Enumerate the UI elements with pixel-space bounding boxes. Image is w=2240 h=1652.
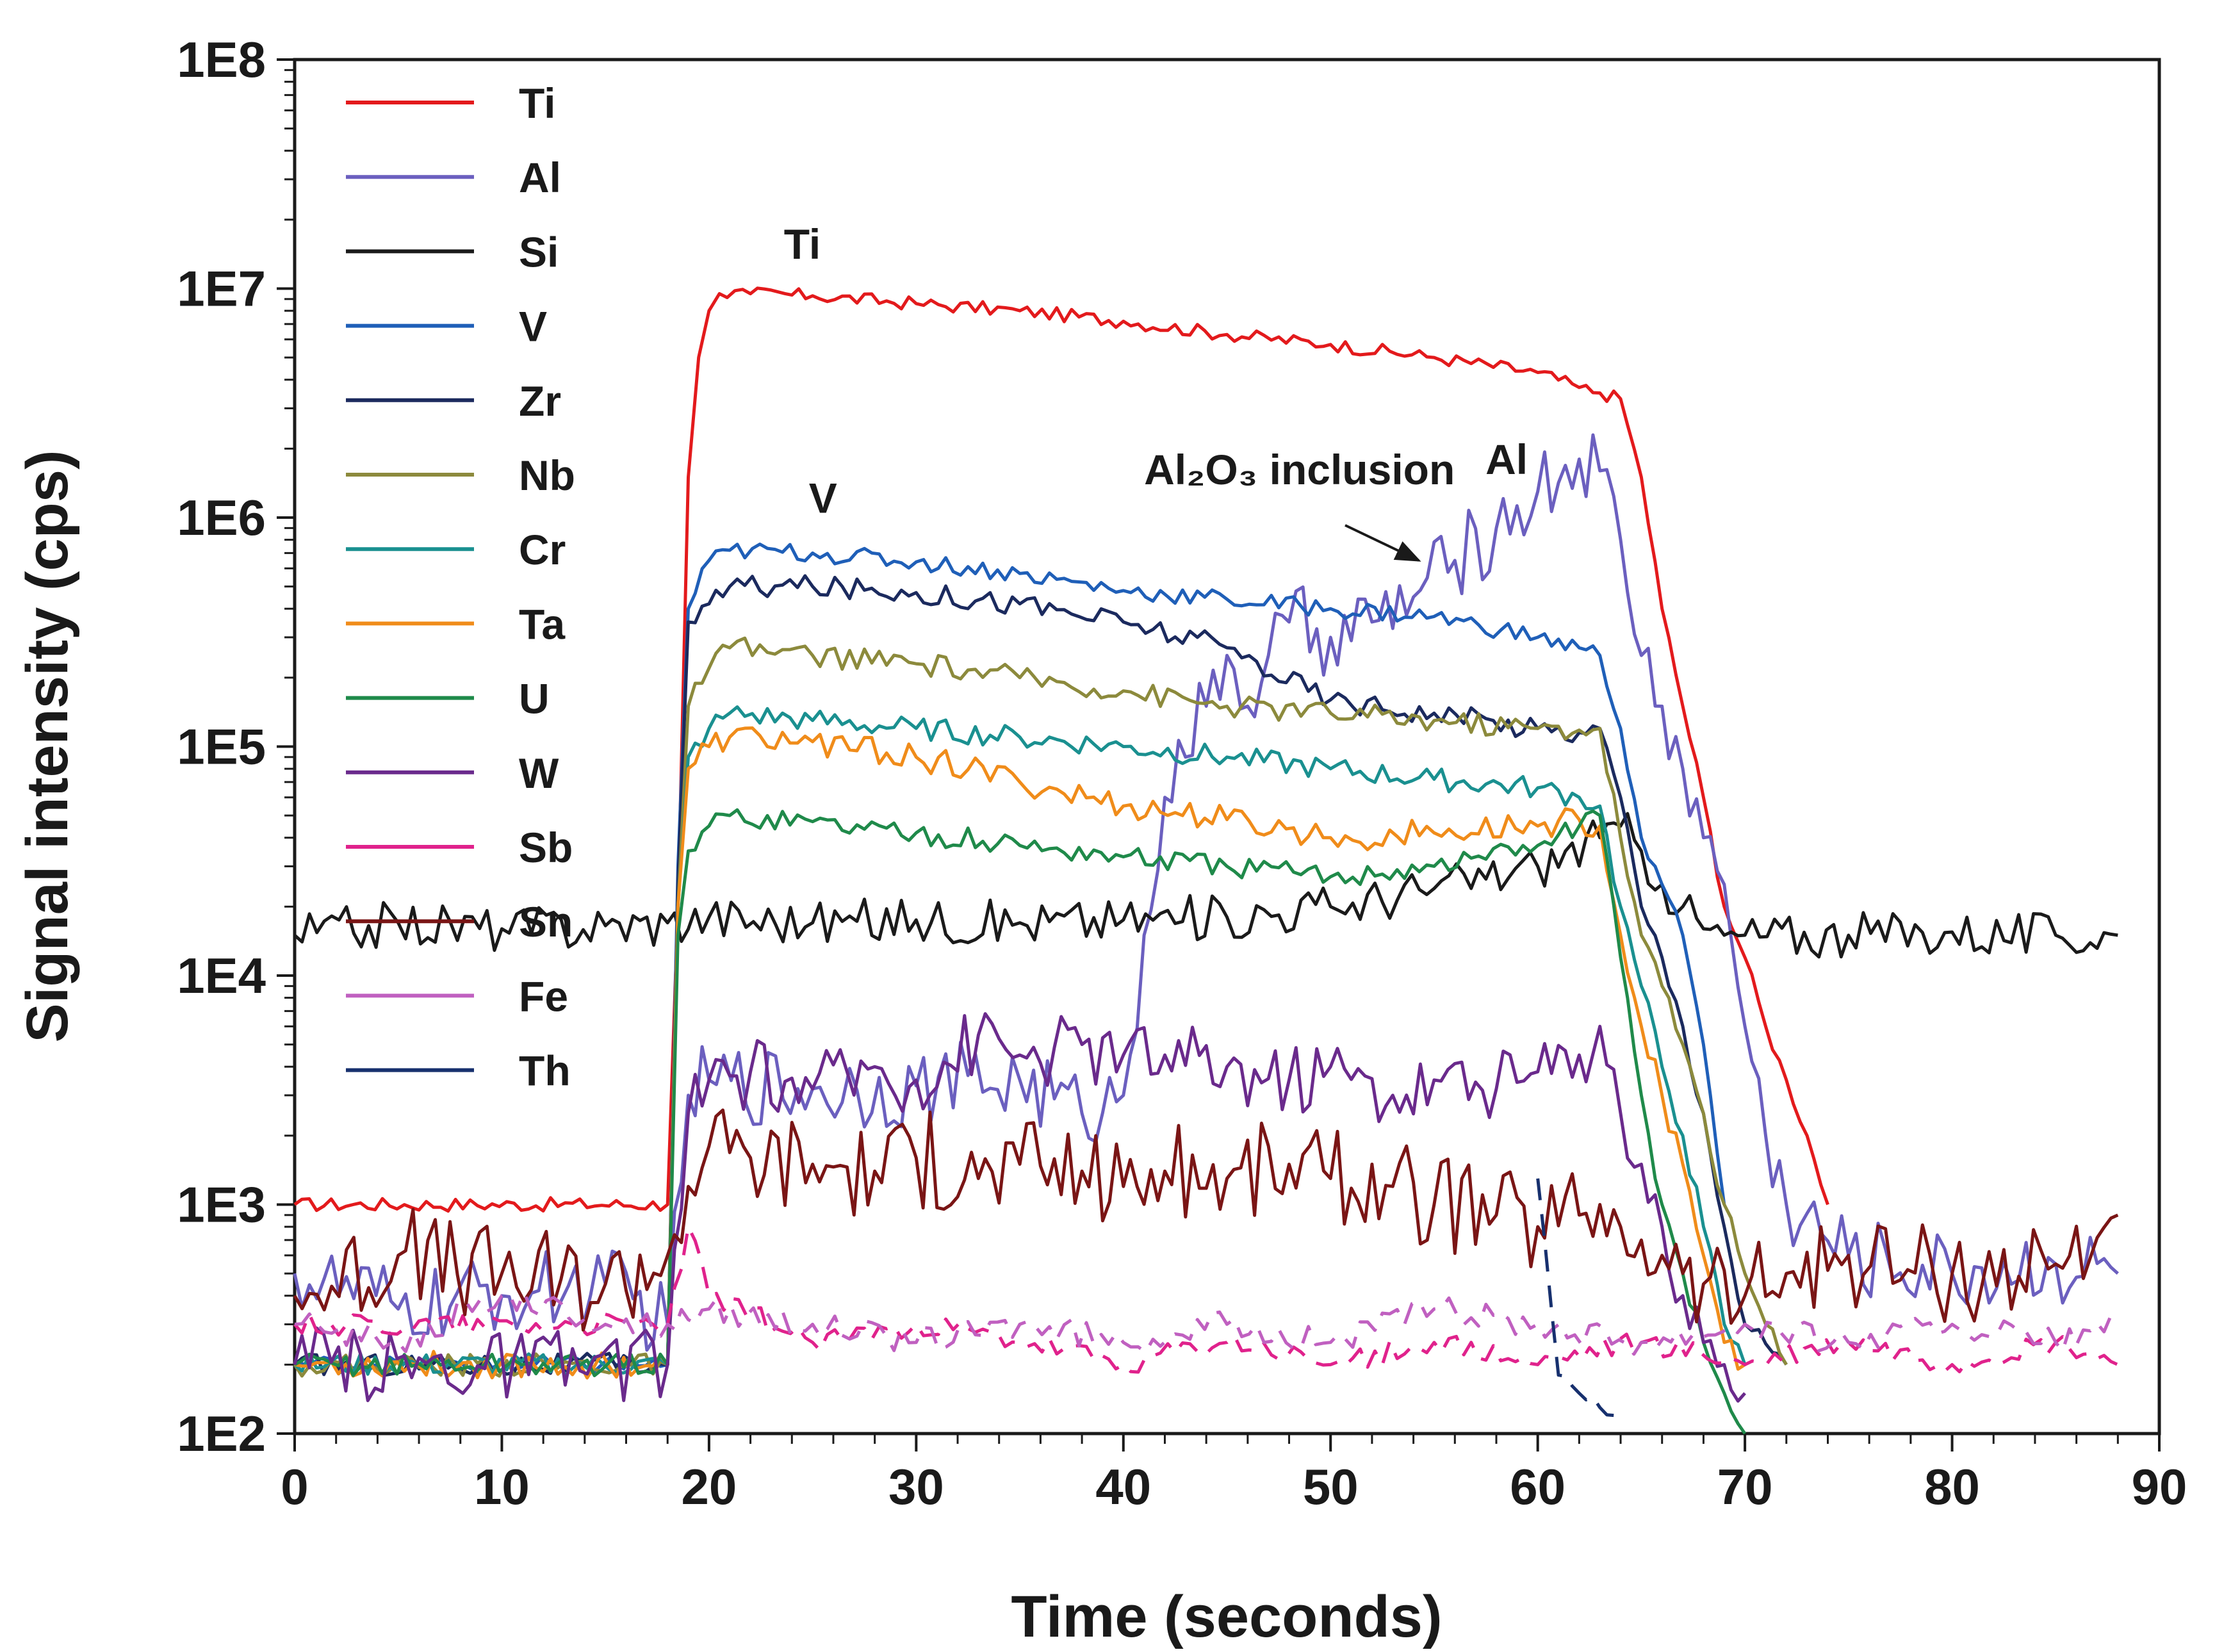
legend-label-v: V [519, 303, 547, 350]
series-line-u [293, 808, 1747, 1435]
y-axis-title: Signal intensity (cps) [15, 450, 80, 1042]
y-tick-labels: 1E2 1E3 1E4 1E5 1E6 1E7 1E8 [177, 31, 266, 1462]
x-tick-label: 80 [1924, 1459, 1980, 1515]
y-tick-label: 1E2 [177, 1405, 266, 1462]
x-tick-label: 10 [474, 1459, 530, 1515]
legend-label-sn: Sn [519, 898, 573, 945]
legend-label-th: Th [519, 1047, 571, 1095]
legend-label-si: Si [519, 228, 559, 275]
x-tick-label: 90 [2132, 1459, 2187, 1515]
annotation-label: Al [1485, 436, 1528, 483]
series-line-fe [294, 1291, 2120, 1356]
x-axis-title: Time (seconds) [1011, 1584, 1442, 1649]
series-line-al [293, 433, 2119, 1352]
series-line-th [1536, 1178, 1622, 1425]
y-tick-label: 1E5 [177, 719, 266, 775]
series-line-si [293, 812, 2118, 959]
legend-label-fe: Fe [519, 972, 568, 1020]
annotation-label: Al₂O₃ inclusion [1144, 446, 1455, 493]
legend-label-w: W [519, 749, 559, 797]
y-tick-label: 1E4 [177, 947, 266, 1004]
x-tick-label: 20 [682, 1459, 737, 1515]
y-tick-label: 1E6 [177, 489, 266, 546]
x-tick-label: 70 [1717, 1459, 1773, 1515]
axis-ticks [277, 58, 2161, 1452]
x-tick-label: 60 [1510, 1459, 1566, 1515]
series-line-ti [293, 286, 1829, 1213]
series-line-sb [293, 1225, 2119, 1374]
legend-label-ta: Ta [519, 600, 566, 648]
legend-label-sb: Sb [519, 824, 573, 871]
x-tick-label: 0 [281, 1459, 308, 1515]
legend-label-nb: Nb [519, 452, 575, 499]
legend: Ti Al Si V Zr Nb Cr Ta UW Sb Sn Fe Th [346, 79, 575, 1095]
x-tick-label: 30 [888, 1459, 944, 1515]
y-tick-label: 1E3 [177, 1177, 266, 1233]
annotation-label: Ti [784, 220, 821, 268]
legend-label-zr: Zr [519, 377, 561, 425]
y-tick-label: 1E7 [177, 261, 266, 317]
legend-label-cr: Cr [519, 526, 566, 573]
series-line-w [293, 1012, 1746, 1403]
x-tick-label: 50 [1303, 1459, 1359, 1515]
x-tick-label: 40 [1095, 1459, 1151, 1515]
series-lines [293, 286, 2120, 1435]
x-tick-labels: 0 10 20 30 40 50 60 70 80 90 [281, 1459, 2187, 1515]
annotation-label: V [809, 474, 837, 521]
series-line-cr [293, 705, 1747, 1377]
annotations: Ti V Al₂O₃ inclusion Al [784, 220, 1528, 522]
series-line-sn [293, 1108, 2119, 1332]
y-tick-label: 1E8 [177, 31, 266, 88]
legend-label-u: U [519, 675, 550, 723]
series-line-ta [294, 726, 1746, 1380]
legend-label-al: Al [519, 154, 561, 201]
inclusion-arrow [1345, 524, 1421, 562]
legend-label-ti: Ti [519, 79, 555, 127]
